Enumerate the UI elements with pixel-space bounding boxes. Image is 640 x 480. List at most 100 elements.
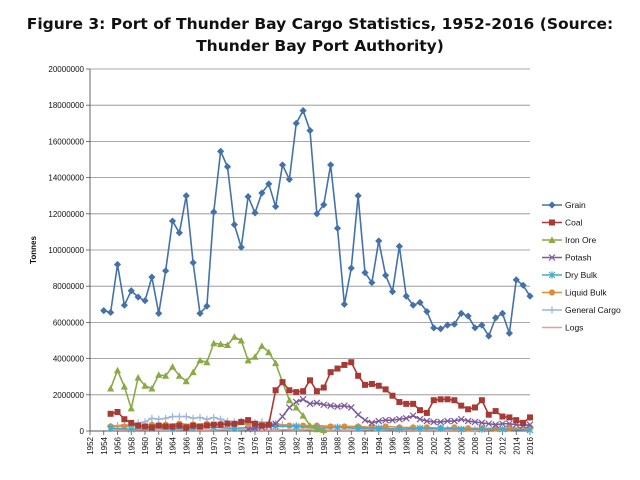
x-tick-label: 1990	[347, 436, 356, 454]
iron-ore-point	[162, 372, 170, 379]
y-tick-label: 4000000	[53, 355, 85, 364]
liquid-bulk-point	[286, 422, 293, 429]
coal-point	[190, 422, 197, 429]
coal-point	[114, 408, 121, 415]
potash-point	[285, 404, 293, 411]
dry-bulk-point	[395, 425, 403, 433]
potash-point	[492, 421, 500, 429]
potash-point	[402, 414, 410, 422]
grain-point	[278, 161, 287, 169]
coal-point	[128, 419, 135, 426]
grain-point	[382, 271, 390, 279]
iron-ore-point	[189, 368, 197, 376]
y-tick-label: 6000000	[53, 318, 85, 327]
legend-label: Iron Ore	[565, 235, 596, 245]
y-tick-label: 0	[80, 427, 85, 436]
grain-point	[388, 288, 397, 296]
liquid-bulk-point	[341, 423, 348, 430]
coal-point	[224, 420, 231, 427]
grain-point	[223, 163, 232, 171]
series-coal	[107, 359, 533, 431]
potash-point	[382, 416, 390, 424]
potash-point	[444, 417, 451, 425]
potash-point	[279, 413, 286, 420]
iron-ore-point	[292, 403, 300, 411]
general-cargo-point	[210, 413, 218, 422]
potash-point	[526, 421, 534, 429]
coal-point	[506, 414, 513, 421]
grain-point	[340, 300, 348, 308]
grain-point	[127, 287, 135, 295]
legend-item-coal: Coal	[542, 218, 583, 228]
iron-ore-point	[175, 372, 183, 379]
x-tick-label: 1994	[375, 436, 384, 454]
legend-swatch-marker	[548, 254, 556, 261]
grain-point	[113, 260, 122, 269]
coal-point	[437, 396, 444, 403]
legend: Grain Coal Iron Ore Potash Dry Bulk Liquid Bu…	[542, 200, 621, 333]
grain-point	[100, 307, 108, 315]
grain-line	[103, 109, 531, 337]
x-tick-label: 2010	[485, 436, 494, 454]
iron-ore-point	[168, 363, 177, 370]
general-cargo-point	[168, 412, 177, 421]
coal-point	[410, 400, 417, 407]
legend-swatch-marker	[548, 289, 556, 296]
coal-point	[520, 419, 527, 426]
legend-swatch-marker	[548, 271, 556, 279]
grain-point	[258, 189, 266, 197]
legend-swatch-marker	[548, 201, 556, 209]
grain-point	[526, 292, 534, 300]
coal-point	[362, 381, 368, 388]
grain-point	[265, 180, 273, 188]
grain-point	[210, 208, 218, 216]
legend-item-general-cargo: General Cargo	[542, 305, 621, 315]
x-tick-label: 1974	[237, 436, 246, 454]
y-tick-label: 2000000	[53, 391, 85, 400]
coal-point	[169, 423, 176, 430]
potash-point	[375, 417, 383, 425]
grain-point	[464, 312, 472, 320]
grain-point	[361, 269, 369, 277]
x-tick-label: 1998	[402, 436, 411, 454]
potash-point	[299, 395, 307, 403]
grain-point	[492, 314, 500, 322]
x-tick-label: 1986	[320, 436, 329, 454]
y-tick-label: 10000000	[48, 246, 84, 255]
iron-ore-point	[230, 333, 238, 340]
coal-point	[300, 388, 307, 395]
coal-point	[375, 382, 382, 389]
iron-ore-point	[306, 421, 314, 429]
iron-ore-point	[251, 353, 259, 360]
general-cargo-point	[189, 414, 197, 422]
x-tick-label: 1978	[265, 436, 274, 454]
coal-point	[444, 396, 451, 403]
iron-ore-point	[107, 384, 115, 392]
coal-point	[355, 372, 362, 379]
legend-label: Liquid Bulk	[565, 288, 607, 298]
series-grain	[100, 107, 534, 340]
coal-point	[307, 377, 313, 384]
grain-point	[162, 267, 170, 275]
grain-point	[120, 301, 128, 309]
iron-ore-point	[223, 341, 232, 349]
grain-point	[217, 147, 225, 155]
grain-point	[347, 264, 355, 272]
coal-point	[210, 421, 217, 428]
general-cargo-point	[162, 414, 170, 422]
potash-point	[313, 399, 321, 407]
grain-point	[375, 237, 383, 245]
potash-point	[416, 415, 424, 423]
grain-point	[333, 224, 342, 232]
y-tick-label: 8000000	[53, 282, 85, 291]
potash-point	[306, 400, 314, 408]
dry-bulk-point	[457, 425, 465, 433]
potash-point	[464, 417, 472, 425]
iron-ore-point	[244, 356, 252, 364]
y-tick-label: 14000000	[48, 174, 84, 183]
coal-point	[258, 422, 265, 429]
y-tick-label: 16000000	[48, 137, 84, 146]
coal-point	[499, 413, 506, 420]
iron-ore-point	[217, 340, 225, 348]
iron-ore-point	[155, 371, 163, 378]
